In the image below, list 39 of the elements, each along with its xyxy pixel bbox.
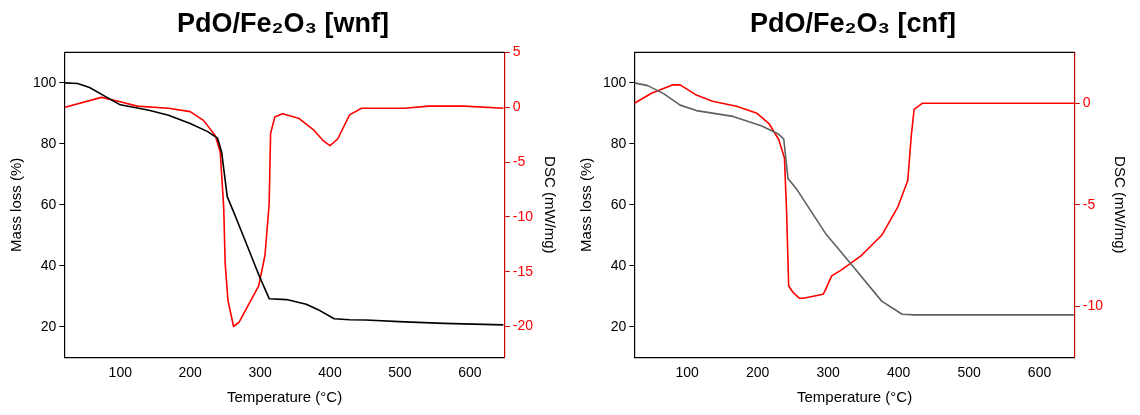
y2-tick-label: -10 — [1082, 297, 1104, 314]
y-tick-label: 40 — [40, 256, 57, 273]
y-axis-title: Mass loss (%) — [577, 157, 595, 252]
x-tick-label: 600 — [1027, 364, 1052, 381]
x-tick-label: 100 — [108, 364, 133, 381]
y-tick-label: 40 — [610, 256, 627, 273]
y-tick-label: 100 — [603, 73, 627, 90]
x-axis-title: Temperature (°C) — [226, 388, 343, 406]
y2-tick-label: -20 — [512, 317, 534, 334]
chart-title: PdO/Fe₂O₃ [cnf] — [750, 7, 956, 38]
x-tick-label: 100 — [675, 364, 700, 381]
y2-tick-label: -10 — [512, 207, 534, 224]
x-tick-label: 200 — [745, 364, 770, 381]
y-tick-label: 100 — [33, 73, 57, 90]
x-tick-label: 500 — [957, 364, 981, 381]
y-tick-label: 60 — [40, 195, 57, 212]
x-tick-label: 400 — [886, 364, 911, 381]
x-tick-label: 600 — [458, 364, 482, 381]
y2-tick-label: -5 — [512, 152, 526, 169]
y-tick-label: 80 — [610, 134, 627, 151]
y-tick-label: 20 — [610, 317, 627, 334]
y-tick-label: 60 — [610, 195, 627, 212]
y2-tick-label: 0 — [1082, 94, 1091, 111]
x-tick-label: 400 — [318, 364, 342, 381]
y-axis-title: Mass loss (%) — [7, 157, 25, 252]
x-tick-label: 200 — [178, 364, 203, 381]
y2-tick-label: -15 — [512, 262, 534, 279]
x-axis-title: Temperature (°C) — [796, 388, 913, 406]
x-tick-label: 300 — [816, 364, 841, 381]
y-tick-label: 80 — [40, 134, 57, 151]
chart-title: PdO/Fe₂O₃ [wnf] — [177, 7, 389, 38]
x-tick-label: 500 — [388, 364, 412, 381]
x-tick-label: 300 — [248, 364, 272, 381]
y2-tick-label: 0 — [512, 98, 521, 115]
y2-tick-label: 5 — [512, 43, 521, 60]
y2-axis-title: DSC (mW/mg) — [541, 156, 559, 254]
y2-axis-title: DSC (mW/mg) — [1111, 156, 1129, 254]
y-tick-label: 20 — [40, 317, 57, 334]
y2-tick-label: -5 — [1082, 195, 1096, 212]
